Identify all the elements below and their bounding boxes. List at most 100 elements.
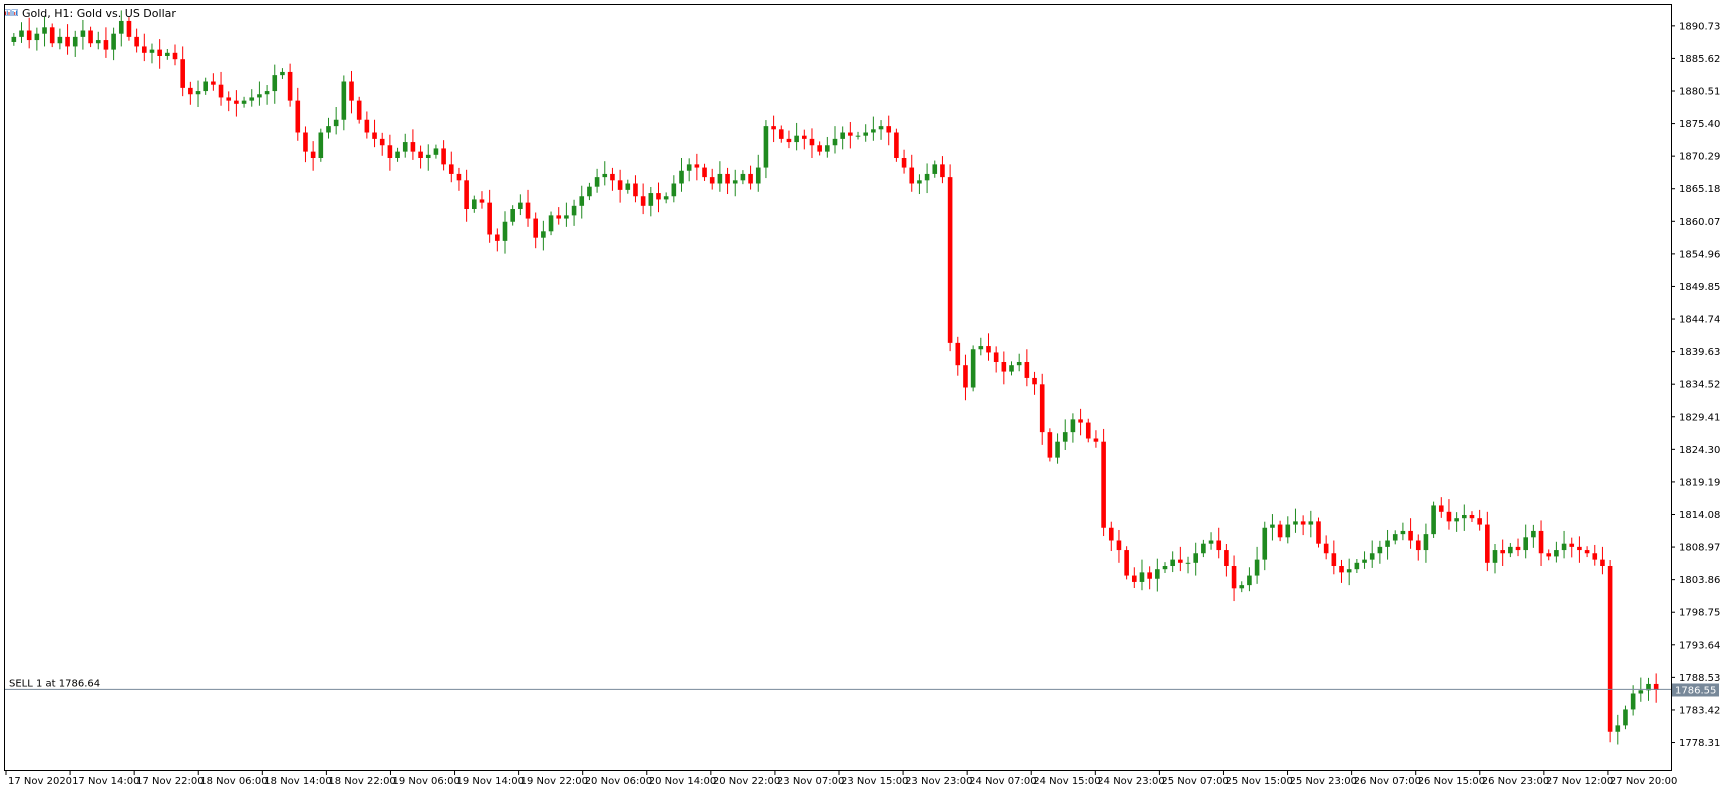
bear-candle	[1178, 559, 1183, 563]
bull-candle	[1254, 559, 1260, 576]
bull-candle	[257, 94, 262, 98]
bear-candle	[525, 202, 531, 219]
time-axis-label: 27 Nov 20:00	[1610, 776, 1677, 787]
time-axis-label: 23 Nov 15:00	[841, 776, 908, 787]
price-axis-label: 1824.30	[1679, 445, 1720, 456]
bear-candle	[303, 132, 308, 152]
bull-candle	[1201, 543, 1206, 554]
chart-window-icon	[4, 9, 18, 16]
bear-candle	[709, 177, 715, 184]
bear-candle	[180, 59, 185, 88]
bull-candle	[579, 196, 585, 206]
bear-candle	[1446, 511, 1452, 522]
bear-candle	[786, 138, 792, 143]
bull-candle	[1377, 546, 1383, 554]
plot-frame	[4, 4, 1672, 771]
bull-candle	[794, 135, 799, 143]
time-axis-label: 23 Nov 07:00	[777, 776, 844, 787]
time-axis-label: 18 Nov 14:00	[264, 776, 331, 787]
bear-candle	[809, 138, 815, 146]
time-axis-label: 17 Nov 22:00	[136, 776, 203, 787]
price-axis-label: 1875.40	[1679, 119, 1720, 130]
price-axis-label: 1788.53	[1679, 673, 1720, 684]
bull-candle	[203, 81, 208, 92]
price-axis-label: 1890.73	[1679, 21, 1720, 32]
bull-candle	[924, 173, 930, 181]
bear-candle	[1024, 362, 1030, 378]
bear-candle	[702, 167, 707, 178]
bull-candle	[1293, 521, 1298, 525]
bull-candle	[264, 91, 270, 95]
bull-candle	[1508, 546, 1513, 554]
bear-candle	[748, 173, 753, 184]
bull-candle	[165, 52, 170, 56]
bear-candle	[617, 180, 623, 190]
bull-candle	[249, 97, 255, 101]
bear-candle	[65, 36, 70, 47]
bear-candle	[656, 193, 661, 200]
bear-candle	[947, 177, 953, 343]
bull-candle	[1239, 585, 1245, 589]
bull-candle	[472, 199, 477, 209]
bull-candle	[1362, 559, 1367, 563]
bear-candle	[487, 202, 492, 235]
time-axis-label: 24 Nov 15:00	[1033, 776, 1100, 787]
time-axis-label: 27 Nov 12:00	[1546, 776, 1613, 787]
bull-candle	[341, 81, 347, 120]
time-axis-label: 24 Nov 07:00	[969, 776, 1036, 787]
bear-candle	[226, 97, 232, 101]
price-axis-label: 1819.19	[1679, 477, 1720, 488]
bull-candle	[510, 209, 515, 222]
bull-candle	[832, 138, 838, 146]
bull-candle	[318, 132, 324, 158]
bull-candle	[1055, 441, 1060, 458]
price-axis-label: 1798.75	[1679, 608, 1720, 619]
time-axis-label: 26 Nov 15:00	[1418, 776, 1485, 787]
chart-title: Gold, H1: Gold vs. US Dollar	[22, 6, 176, 20]
bull-candle	[241, 100, 247, 104]
bear-candle	[1607, 566, 1613, 732]
bear-candle	[456, 173, 462, 181]
price-axis-label: 1870.29	[1679, 152, 1720, 163]
bear-candle	[1515, 546, 1521, 551]
bull-candle	[917, 180, 922, 184]
bear-candle	[1277, 524, 1283, 538]
bull-candle	[1462, 515, 1467, 519]
price-axis-label: 1829.41	[1679, 412, 1720, 423]
bull-candle	[1615, 725, 1621, 732]
bull-candle	[740, 173, 746, 181]
bull-candle	[80, 30, 86, 37]
bear-candle	[1600, 559, 1605, 566]
bear-candle	[418, 151, 423, 158]
bear-candle	[1039, 384, 1045, 433]
bear-candle	[1300, 521, 1306, 525]
bull-candle	[333, 119, 339, 127]
price-axis-label: 1793.64	[1679, 640, 1720, 651]
time-axis-label: 17 Nov 14:00	[72, 776, 139, 787]
bull-candle	[19, 30, 24, 37]
time-axis-label: 20 Nov 22:00	[713, 776, 780, 787]
bear-candle	[556, 215, 562, 219]
bull-candle	[1531, 530, 1536, 538]
bull-candle	[648, 193, 654, 206]
price-axis-label: 1844.74	[1679, 315, 1720, 326]
time-axis-label: 20 Nov 14:00	[649, 776, 716, 787]
bear-candle	[479, 199, 485, 203]
bull-candle	[855, 135, 861, 137]
bear-candle	[1047, 432, 1053, 458]
bull-candle	[1561, 543, 1567, 551]
bear-candle	[1147, 572, 1152, 579]
bull-candle	[1554, 550, 1559, 557]
bull-candle	[402, 142, 408, 152]
price-axis-label: 1854.96	[1679, 249, 1720, 260]
bull-candle	[1208, 540, 1214, 544]
price-axis-label: 1814.08	[1679, 510, 1720, 521]
bull-candle	[663, 196, 669, 200]
bear-candle	[142, 46, 147, 53]
price-axis-label: 1839.63	[1679, 347, 1720, 358]
price-axis-label: 1860.07	[1679, 217, 1720, 228]
bear-candle	[1469, 515, 1475, 519]
bull-candle	[679, 170, 684, 184]
